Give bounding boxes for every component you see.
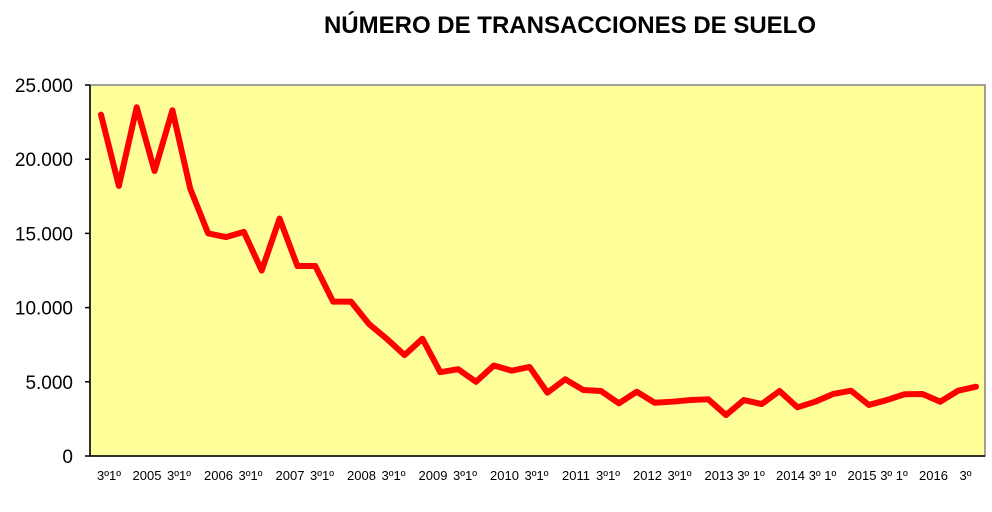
x-tick-label: 3º1º (525, 468, 549, 483)
x-tick-label: 3º 1º (809, 468, 837, 483)
y-tick-label: 20.000 (15, 150, 73, 171)
x-tick-label: 3º1º (382, 468, 406, 483)
x-tick-label: 3º (960, 468, 972, 483)
x-tick-label: 2015 (848, 468, 877, 483)
x-tick-label: 3º1º (167, 468, 191, 483)
x-tick-label: 3º 1º (880, 468, 908, 483)
x-tick-label: 2014 (776, 468, 805, 483)
y-tick-label: 10.000 (15, 299, 73, 320)
y-tick-label: 0 (62, 447, 73, 468)
x-tick-label: 2012 (633, 468, 662, 483)
x-tick-label: 3º1º (668, 468, 692, 483)
x-tick-label: 2008 (347, 468, 376, 483)
y-tick-label: 15.000 (15, 224, 73, 245)
x-tick-label: 3º1º (239, 468, 263, 483)
y-tick-label: 25.000 (15, 76, 73, 97)
series-line (98, 104, 979, 419)
chart-title: NÚMERO DE TRANSACCIONES DE SUELO (323, 12, 817, 39)
y-tick-label: 5.000 (25, 373, 73, 394)
x-tick-label: 2011 (562, 468, 590, 483)
x-tick-label: 2009 (419, 468, 448, 483)
plot-area (89, 84, 986, 457)
x-tick-label: 2013 (705, 468, 734, 483)
x-tick-label: 2006 (204, 468, 233, 483)
x-tick-label: 2007 (276, 468, 305, 483)
x-tick-label: 3º1º (596, 468, 620, 483)
x-tick-label: 3º1º (97, 468, 121, 483)
x-tick-label: 3º1º (453, 468, 477, 483)
x-tick-label: 2005 (133, 468, 162, 483)
x-tick-label: 2016 (919, 468, 948, 483)
x-tick-label: 3º1º (310, 468, 334, 483)
x-tick-label: 2010 (490, 468, 519, 483)
x-tick-label: 3º 1º (737, 468, 765, 483)
